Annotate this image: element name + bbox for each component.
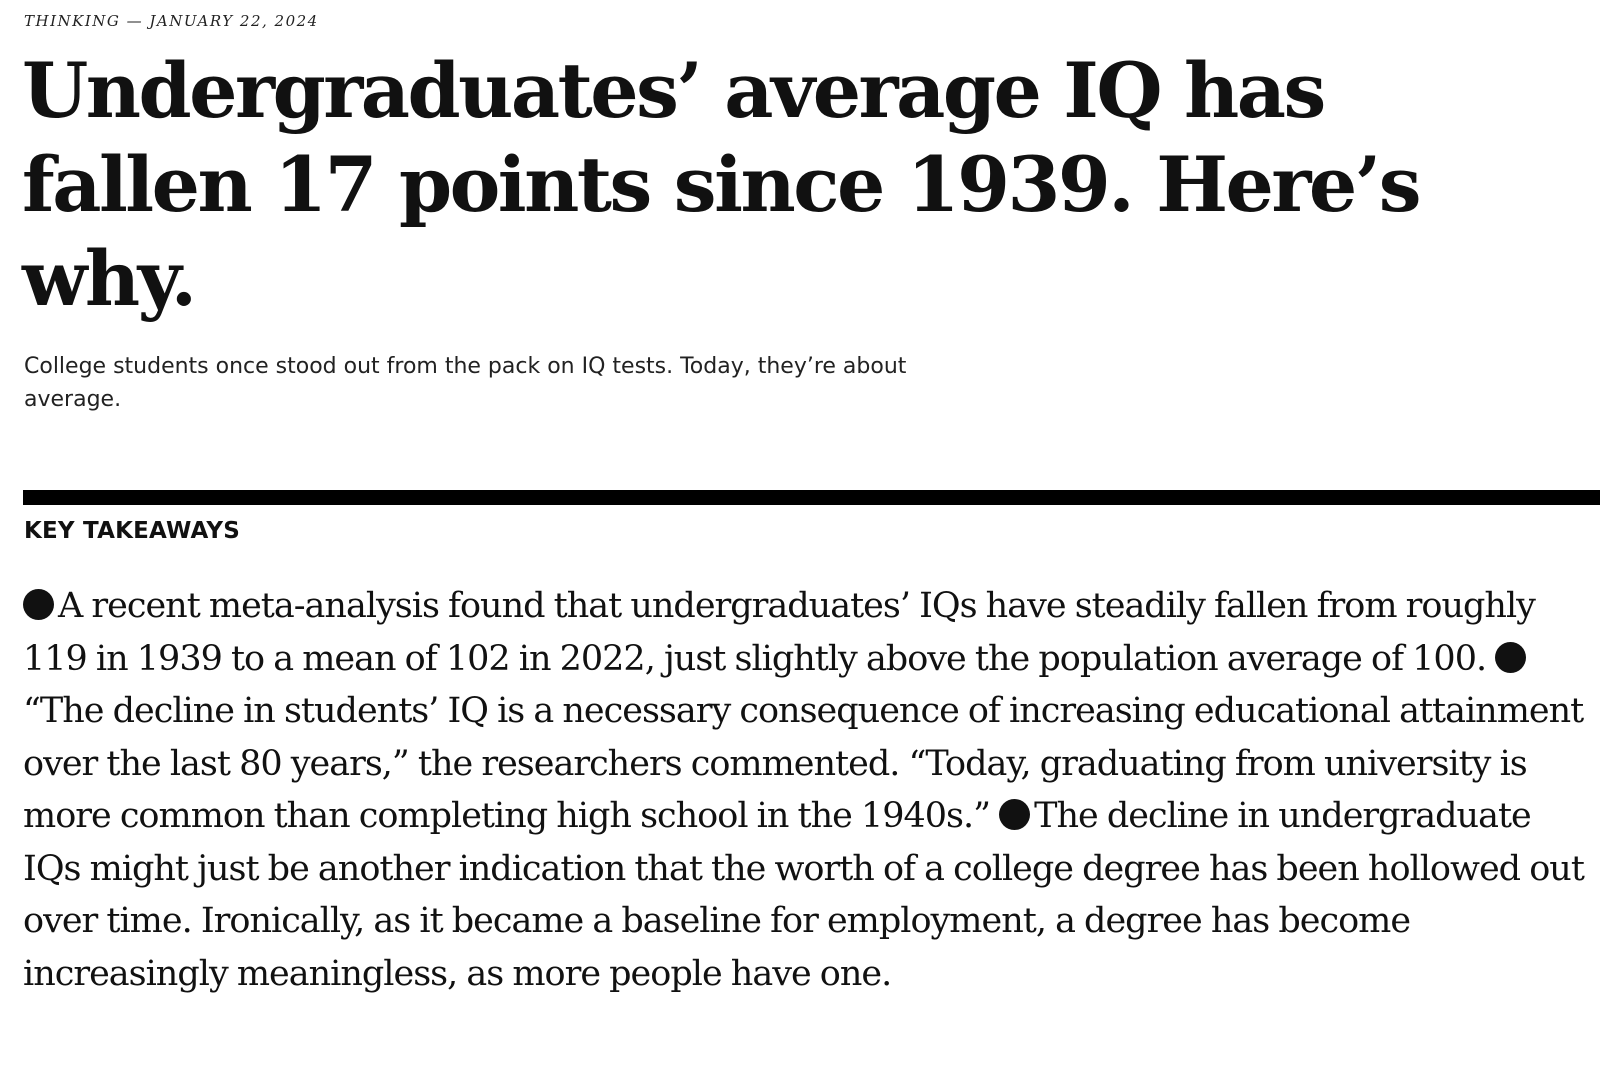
key-takeaways-heading: KEY TAKEAWAYS — [24, 518, 240, 544]
article-subtitle: College students once stood out from the… — [24, 354, 907, 412]
bullet-icon — [1495, 641, 1527, 673]
bullet-icon — [23, 589, 54, 620]
takeaway-text: “The decline in students’ IQ is a necess… — [23, 691, 1584, 836]
article-kicker: THINKING — JANUARY 22, 2024 — [24, 12, 319, 30]
takeaway-text: A recent meta-analysis found that underg… — [23, 586, 1536, 679]
section-divider — [23, 490, 1600, 505]
takeaway-text: The decline in undergraduate IQs might j… — [23, 796, 1585, 994]
article-headline: Undergraduates’ average IQ has fallen 17… — [22, 46, 1422, 323]
key-takeaways-list: A recent meta-analysis found that underg… — [23, 580, 1588, 1000]
takeaway-item: “The decline in students’ IQ is a necess… — [23, 639, 1584, 836]
takeaway-item: A recent meta-analysis found that underg… — [23, 586, 1536, 679]
takeaway-item: The decline in undergraduate IQs might j… — [23, 796, 1585, 994]
bullet-icon — [999, 799, 1031, 830]
